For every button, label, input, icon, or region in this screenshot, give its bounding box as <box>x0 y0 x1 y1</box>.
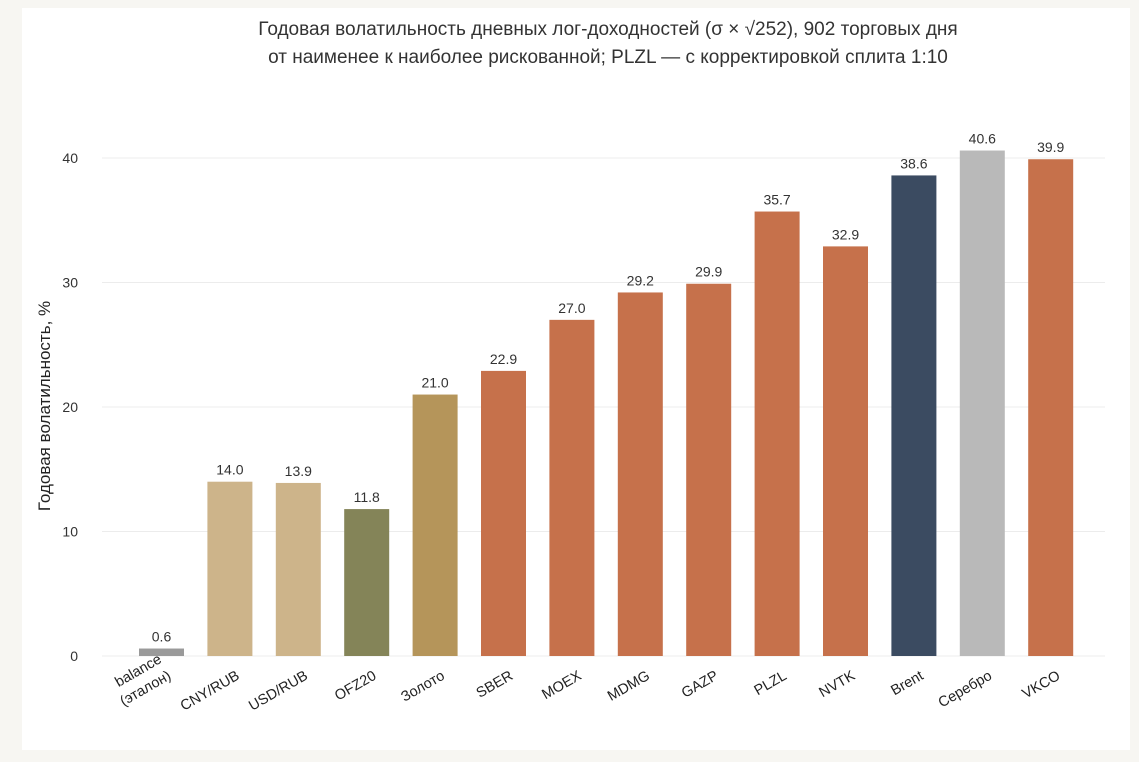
chart-card: Годовая волатильность дневных лог-доходн… <box>22 8 1130 750</box>
value-label: 27.0 <box>558 300 585 316</box>
value-label: 32.9 <box>832 226 859 242</box>
bar <box>275 482 321 656</box>
y-axis-label: Годовая волатильность, % <box>35 301 54 511</box>
value-labels: 0.6 14.0 13.9 11.8 21.0 22.9 27.0 29.2 29.9 35.7 3… <box>152 131 1065 645</box>
x-tick-label: Brent <box>888 668 926 699</box>
bar <box>891 175 937 656</box>
x-tick-label-line: VKCO <box>1020 668 1064 702</box>
bar <box>686 283 732 656</box>
x-tick-label-line: MOEX <box>539 668 584 703</box>
value-label: 21.0 <box>421 375 448 391</box>
x-tick-label-line: Золото <box>399 668 448 706</box>
y-tick-label: 0 <box>70 648 78 664</box>
bar <box>207 481 253 656</box>
bar <box>481 370 526 656</box>
value-label: 40.6 <box>969 131 996 147</box>
bar <box>959 150 1005 656</box>
x-tick-label: MDMG <box>605 668 653 705</box>
y-tick-label: 10 <box>62 524 78 540</box>
y-axis-ticks: 0 10 20 30 40 <box>62 150 78 664</box>
x-tick-label-line: USD/RUB <box>246 668 311 714</box>
y-tick-label: 20 <box>62 399 78 415</box>
grid-layer <box>102 157 1105 657</box>
x-tick-label-line: PLZL <box>752 668 790 699</box>
x-tick-label: OFZ20 <box>332 668 379 704</box>
x-tick-label: Золото <box>399 668 448 706</box>
x-tick-label-line: MDMG <box>605 668 653 705</box>
x-tick-label-line: Brent <box>888 668 926 699</box>
x-tick-label: CNY/RUB <box>178 668 243 714</box>
bars <box>139 150 1074 656</box>
x-tick-label-line: OFZ20 <box>332 668 379 704</box>
bar <box>344 509 390 656</box>
bar <box>139 648 184 656</box>
value-label: 11.8 <box>354 489 380 505</box>
x-tick-label: SBER <box>474 668 516 702</box>
x-tick-label-line: SBER <box>474 668 516 702</box>
x-tick-label: NVTK <box>817 668 859 701</box>
x-tick-label-line: CNY/RUB <box>178 668 243 714</box>
x-tick-label: PLZL <box>752 668 790 699</box>
x-tick-label: GAZP <box>679 668 721 702</box>
x-tick-label: Серебро <box>936 668 995 711</box>
x-axis-ticks: balance(эталон) CNY/RUB USD/RUB OFZ20 Золото… <box>113 651 1064 714</box>
bar <box>617 292 663 656</box>
y-tick-label: 30 <box>62 275 78 291</box>
chart-title: Годовая волатильность дневных лог-доходн… <box>258 19 957 68</box>
bar <box>823 246 868 656</box>
value-label: 35.7 <box>763 192 790 208</box>
value-label: 13.9 <box>285 463 312 479</box>
bar <box>412 394 458 656</box>
x-tick-label: balance(эталон) <box>113 651 174 709</box>
value-label: 29.2 <box>627 272 654 288</box>
bar <box>1028 159 1074 656</box>
value-label: 29.9 <box>695 264 722 280</box>
x-tick-label: MOEX <box>539 668 584 703</box>
x-tick-label: VKCO <box>1020 668 1064 702</box>
x-tick-label-line: NVTK <box>817 668 859 701</box>
value-label: 38.6 <box>900 155 927 171</box>
bar <box>549 319 595 656</box>
y-tick-label: 40 <box>62 150 78 166</box>
value-label: 22.9 <box>490 351 517 367</box>
volatility-bar-chart: Годовая волатильность дневных лог-доходн… <box>35 19 1105 714</box>
chart-title-line-1: Годовая волатильность дневных лог-доходн… <box>258 19 957 40</box>
x-tick-label-line: GAZP <box>679 668 721 702</box>
value-label: 14.0 <box>216 462 243 478</box>
value-label: 0.6 <box>152 629 172 645</box>
x-tick-label: USD/RUB <box>246 668 311 714</box>
value-label: 39.9 <box>1037 139 1064 155</box>
bar <box>754 211 800 656</box>
chart-title-line-2: от наименее к наиболее рискованной; PLZL… <box>268 47 948 68</box>
x-tick-label-line: Серебро <box>936 668 995 711</box>
